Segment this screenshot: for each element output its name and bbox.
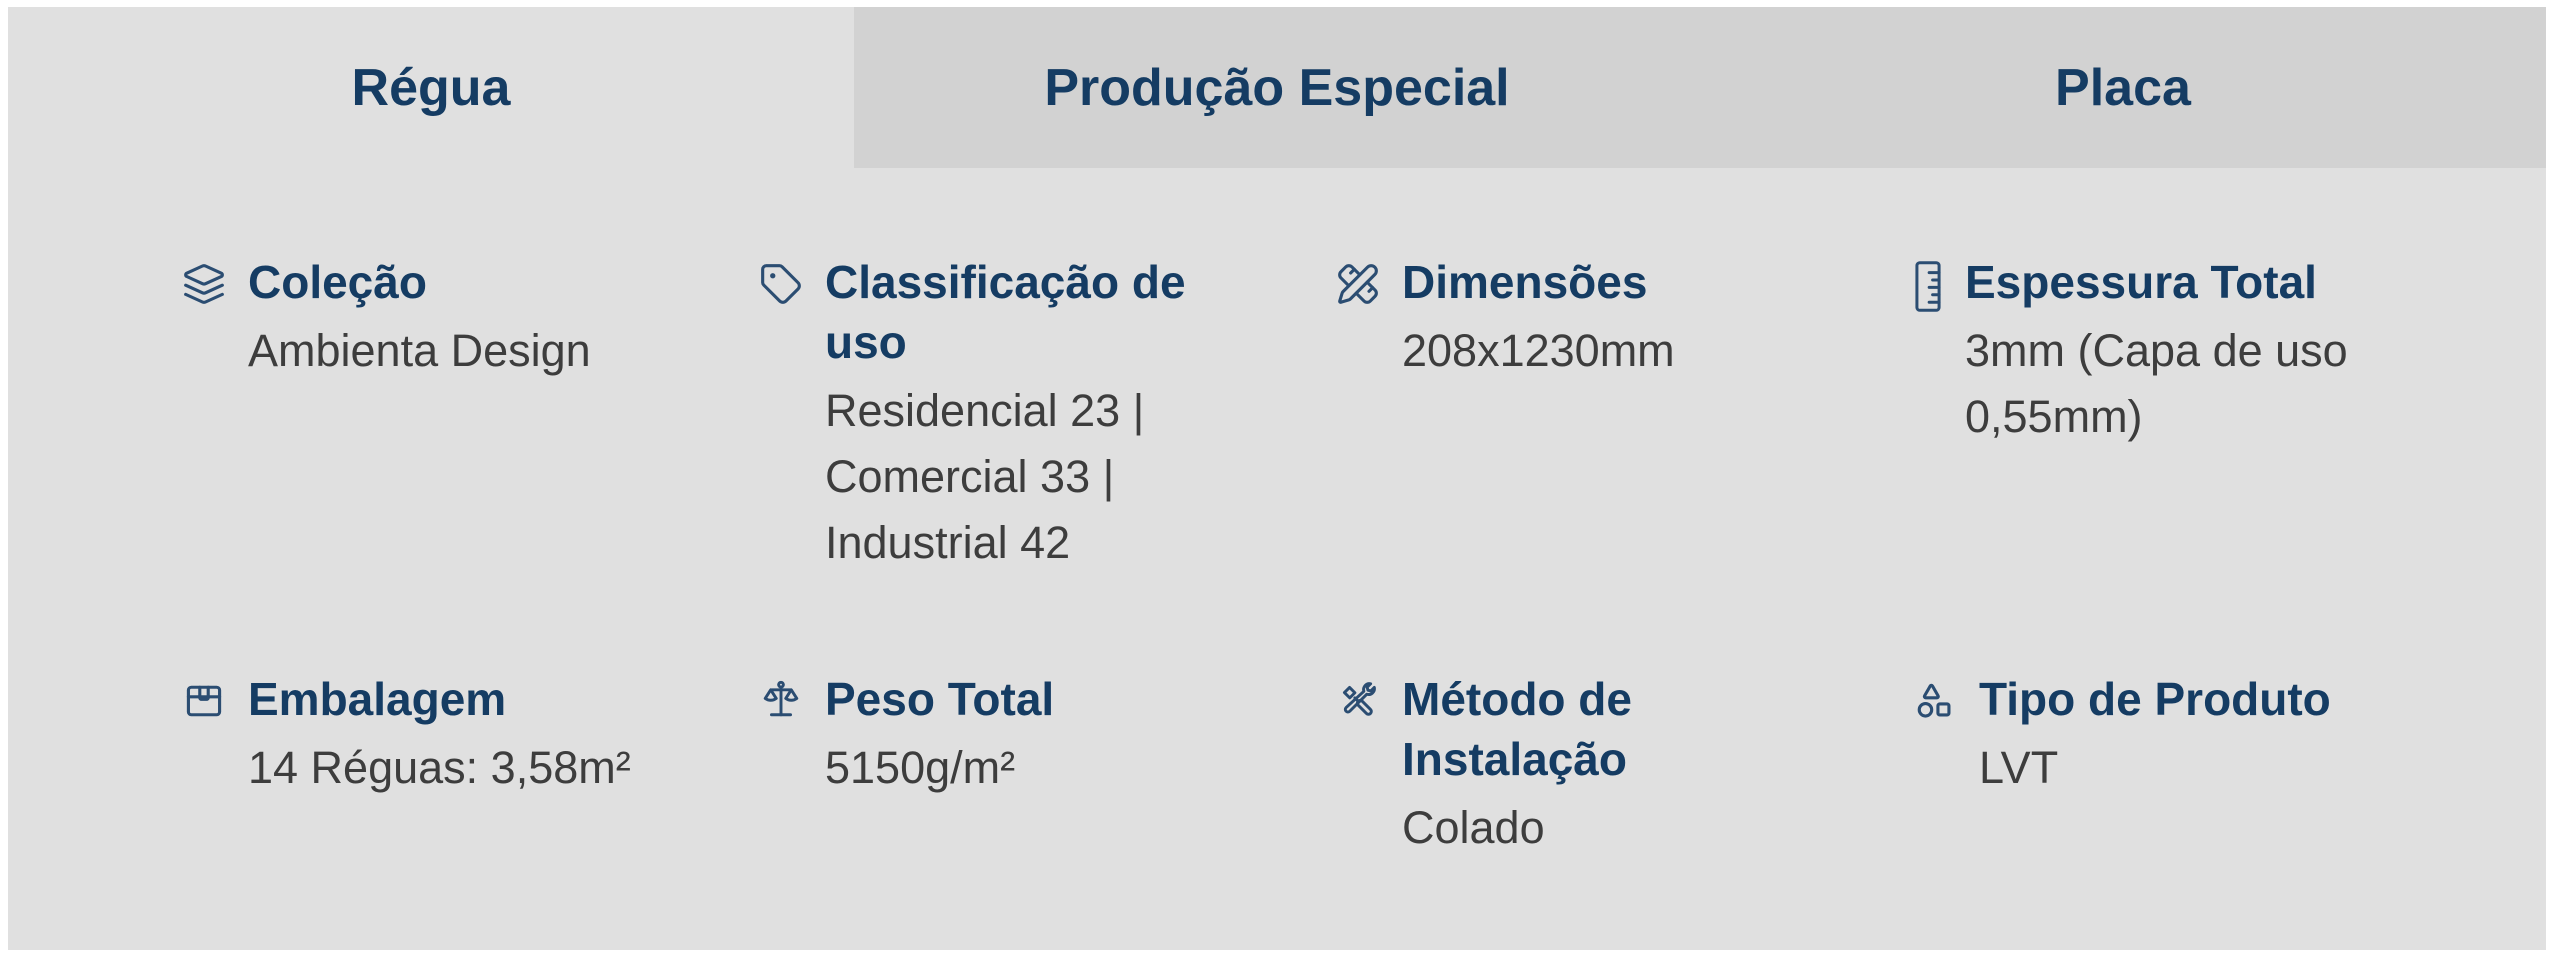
tab-label: Régua bbox=[351, 58, 511, 117]
spec-value: 14 Réguas: 3,58m² bbox=[248, 742, 631, 793]
spec-label: Classificação de uso bbox=[825, 256, 1186, 368]
spec-label: Coleção bbox=[248, 256, 427, 308]
spec-label: Método de Instalação bbox=[1402, 673, 1632, 785]
tab-label: Produção Especial bbox=[1044, 58, 1510, 117]
spec-item-embalagem: Embalagem 14 Réguas: 3,58m² bbox=[182, 669, 759, 801]
spec-label: Peso Total bbox=[825, 673, 1055, 725]
spec-item-tipo-de-produto: Tipo de Produto LVT bbox=[1913, 669, 2490, 801]
spec-label: Embalagem bbox=[248, 673, 507, 725]
spec-label: Tipo de Produto bbox=[1979, 673, 2331, 725]
tab-bar: Régua Produção Especial Placa bbox=[8, 7, 2546, 168]
spec-value: Ambienta Design bbox=[248, 325, 591, 376]
ruler-icon bbox=[1913, 258, 1943, 315]
scale-icon bbox=[759, 679, 803, 723]
layers-icon bbox=[182, 262, 226, 306]
spec-label: Dimensões bbox=[1402, 256, 1648, 308]
tab-placa[interactable]: Placa bbox=[1700, 7, 2546, 168]
spec-item-peso-total: Peso Total 5150g/m² bbox=[759, 669, 1336, 801]
spec-item-dimensoes: Dimensões 208x1230mm bbox=[1336, 252, 1913, 384]
spec-item-metodo-de-instalacao: Método de Instalação Colado bbox=[1336, 669, 1913, 861]
spec-value: 3mm (Capa de uso 0,55mm) bbox=[1965, 325, 2348, 442]
spec-value: Colado bbox=[1402, 802, 1545, 853]
spec-value: LVT bbox=[1979, 742, 2059, 793]
spec-value: Residencial 23 | Comercial 33 | Industri… bbox=[825, 385, 1145, 568]
tab-producao-especial[interactable]: Produção Especial bbox=[854, 7, 1700, 168]
spec-item-espessura-total: Espessura Total 3mm (Capa de uso 0,55mm) bbox=[1913, 252, 2490, 450]
product-specs-panel: Régua Produção Especial Placa Coleção Ambi… bbox=[8, 7, 2546, 950]
tools-icon bbox=[1336, 679, 1380, 723]
tab-regua[interactable]: Régua bbox=[8, 7, 854, 168]
spec-value: 208x1230mm bbox=[1402, 325, 1675, 376]
specs-grid: Coleção Ambienta Design Classificação de… bbox=[8, 168, 2546, 861]
tab-label: Placa bbox=[2055, 58, 2191, 117]
spec-label: Espessura Total bbox=[1965, 256, 2317, 308]
spec-value: 5150g/m² bbox=[825, 742, 1016, 793]
package-icon bbox=[182, 679, 226, 723]
spec-item-colecao: Coleção Ambienta Design bbox=[182, 252, 759, 384]
shapes-icon bbox=[1913, 679, 1957, 723]
tag-icon bbox=[759, 262, 803, 306]
pencil-ruler-icon bbox=[1336, 262, 1380, 306]
spec-item-classificacao-de-uso: Classificação de uso Residencial 23 | Co… bbox=[759, 252, 1336, 576]
